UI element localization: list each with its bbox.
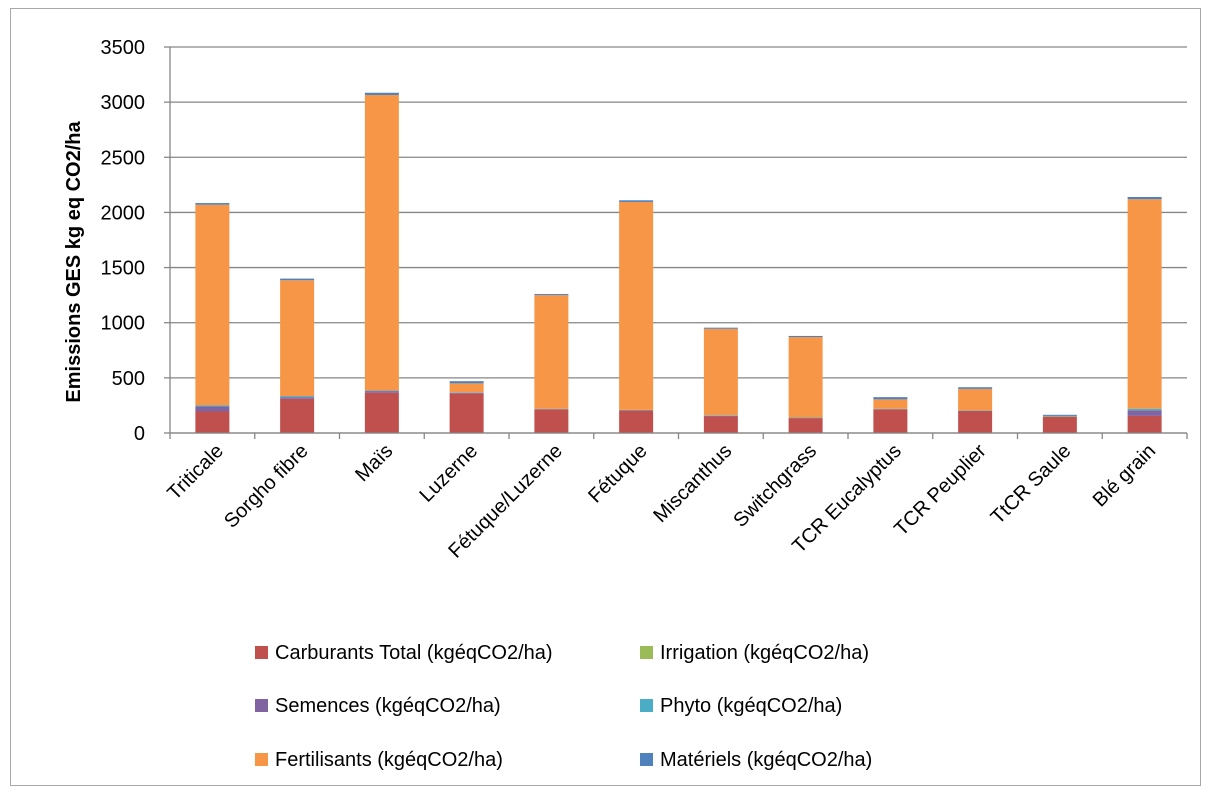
bar-6-series-5 (703, 327, 738, 329)
x-tick-label: Switchgrass (729, 440, 821, 532)
bar-9-series-4 (958, 388, 993, 411)
bar-11-series-2 (1127, 410, 1162, 416)
bar-0-series-3 (195, 405, 230, 407)
y-tick-label: 500 (112, 368, 145, 390)
legend-label: Carburants Total (kgéqCO2/ha) (275, 642, 553, 664)
bar-2-series-2 (364, 391, 399, 393)
bar-1-series-2 (280, 397, 315, 399)
bar-8-series-0 (873, 409, 908, 433)
bar-0-series-5 (195, 203, 230, 205)
x-tick-label: Luzerne (415, 440, 482, 507)
y-axis-label: Emissions GES kg eq CO2/ha (63, 121, 85, 403)
bar-2-series-3 (364, 390, 399, 392)
bar-1-series-5 (280, 278, 315, 281)
bar-3-series-3 (449, 392, 484, 393)
bar-11-series-0 (1127, 415, 1162, 433)
bar-6-series-3 (703, 415, 738, 416)
bar-4-series-5 (534, 294, 569, 296)
bar-11-series-3 (1127, 408, 1162, 411)
bar-7-series-5 (788, 335, 823, 338)
bar-7-series-0 (788, 418, 823, 433)
bar-2-series-4 (364, 94, 399, 391)
bar-0-series-2 (195, 406, 230, 412)
bar-4-series-4 (534, 295, 569, 409)
bar-0-series-0 (195, 411, 230, 433)
bar-10-series-0 (1042, 417, 1077, 433)
legend-swatch (255, 699, 268, 712)
x-tick-label: Maïs (351, 440, 397, 486)
y-tick-labels: 0 500 1000 1500 2000 2500 3000 3500 (101, 37, 146, 445)
y-tick-label: 1000 (101, 313, 146, 335)
y-tick-label: 3000 (101, 92, 146, 114)
bar-3-series-2 (449, 392, 484, 394)
x-tick-label: Miscanthus (649, 440, 736, 527)
axes (164, 46, 1188, 439)
x-tick-label: Triticale (163, 440, 228, 505)
legend-swatch (255, 646, 268, 659)
bar-3-series-4 (449, 383, 484, 393)
bar-7-series-3 (788, 417, 823, 419)
bar-10-series-4 (1042, 415, 1077, 417)
bar-5-series-0 (619, 410, 654, 433)
x-tick-label: Sorgho fibre (220, 440, 313, 533)
bar-9-series-5 (958, 387, 993, 389)
legend-swatch (640, 646, 653, 659)
y-tick-label: 1500 (101, 258, 146, 280)
bar-2-series-5 (364, 92, 399, 95)
bar-11-series-5 (1127, 196, 1162, 200)
y-tick-label: 2500 (101, 147, 146, 169)
bar-1-series-4 (280, 280, 315, 397)
x-tick-label: TtCR Saule (987, 440, 1076, 529)
legend-label: Matériels (kgéqCO2/ha) (660, 749, 872, 771)
legend-label: Phyto (kgéqCO2/ha) (660, 695, 842, 717)
bar-3-series-5 (449, 381, 484, 384)
bar-10-series-5 (1042, 414, 1077, 416)
bar-6-series-2 (703, 415, 738, 417)
bar-4-series-0 (534, 409, 569, 433)
bar-5-series-5 (619, 200, 654, 202)
legend-swatch (640, 699, 653, 712)
bar-5-series-4 (619, 201, 654, 410)
bar-4-series-3 (534, 408, 569, 410)
bar-1-series-3 (280, 396, 315, 398)
x-tick-label: TCR Peuplier (890, 440, 991, 541)
bar-3-series-0 (449, 393, 484, 433)
bar-8-series-3 (873, 408, 908, 410)
bar-2-series-0 (364, 392, 399, 433)
bar-8-series-4 (873, 399, 908, 409)
bar-7-series-4 (788, 337, 823, 418)
bar-9-series-0 (958, 410, 993, 433)
bar-10-series-3 (1042, 416, 1077, 418)
y-tick-label: 3500 (101, 37, 146, 59)
legend: Carburants Total (kgéqCO2/ha) Irrigation … (255, 642, 872, 771)
legend-swatch (640, 753, 653, 766)
legend-label: Semences (kgéqCO2/ha) (275, 695, 501, 717)
legend-label: Irrigation (kgéqCO2/ha) (660, 642, 869, 664)
bars (195, 92, 1162, 433)
x-tick-label: Fétuque (584, 440, 651, 507)
bar-6-series-0 (703, 416, 738, 433)
gridlines (170, 46, 1187, 434)
x-tick-label: Blé grain (1089, 440, 1160, 511)
bar-0-series-4 (195, 204, 230, 406)
bar-6-series-4 (703, 328, 738, 416)
y-tick-label: 2000 (101, 202, 146, 224)
bar-8-series-5 (873, 397, 908, 400)
legend-swatch (255, 753, 268, 766)
bar-9-series-3 (958, 410, 993, 411)
bar-5-series-3 (619, 409, 654, 411)
bar-1-series-0 (280, 398, 315, 433)
legend-label: Fertilisants (kgéqCO2/ha) (275, 749, 503, 771)
bar-11-series-4 (1127, 199, 1162, 409)
y-tick-label: 0 (134, 423, 145, 445)
